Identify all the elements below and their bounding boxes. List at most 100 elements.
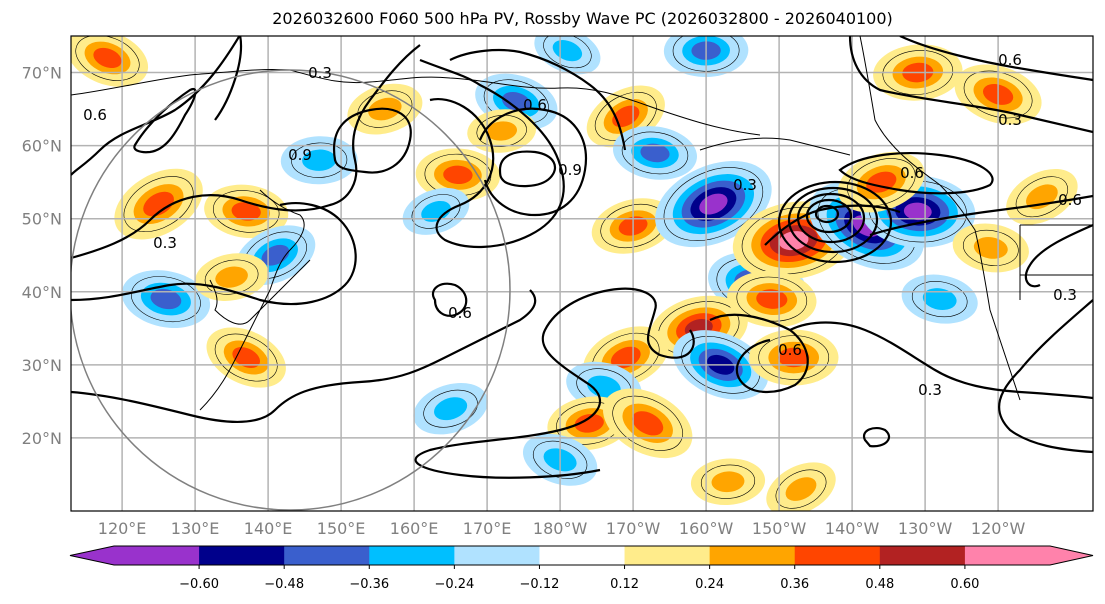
pv-contour-line [838,152,994,195]
pv-contour-line [71,44,421,260]
pv-contour-line [709,313,809,394]
anomaly-level [922,288,957,310]
pv-contour-line [71,202,357,306]
x-tick-label: 180°W [533,519,588,538]
x-tick-label: 120°W [971,519,1026,538]
colorbar-tick-label: −0.60 [179,577,219,592]
colorbar-tick-label: 0.36 [780,577,809,592]
colorbar-segment [369,546,455,565]
contour-label: 0.6 [523,96,547,114]
contour-label: 0.6 [83,106,107,124]
gridlines [71,36,1093,511]
x-tick-label: 170°E [463,519,512,538]
colorbar-segment [199,546,285,565]
anomaly-level [150,289,182,310]
colorbar-tick-label: 0.48 [865,577,894,592]
pv-contour-line [862,426,891,448]
pv-contour-ring [777,180,893,264]
pv-contour-line [478,107,588,217]
anomaly-level [421,200,451,222]
pv-contours [71,36,1093,511]
pv-contour-line [214,36,243,121]
x-tick-label: 160°W [679,519,734,538]
x-tick-label: 170°W [606,519,661,538]
anomaly-level [501,91,531,112]
colorbar-extend-low [70,546,115,565]
contour-label: 0.3 [918,381,942,399]
pv-contour-ring [805,198,853,234]
x-tick-label: 150°W [752,519,807,538]
reference-circle [71,69,511,511]
y-tick-label: 20°N [22,429,62,448]
colorbar-extend-high [1049,546,1093,565]
contour-label: 0.6 [998,51,1022,69]
anomaly-region [206,327,286,388]
anomaly-level [434,397,468,421]
colorbar-tick-label: 0.24 [695,577,724,592]
anomaly-region [837,151,925,213]
pv-contour-ring [796,192,866,244]
colorbar-segment [284,546,370,565]
anomaly-region [591,198,675,254]
coastline [859,36,1021,401]
colorbar-segment [709,546,796,565]
colorbar-tick-label: 0.60 [950,577,979,592]
contour-label: 0.3 [308,64,332,82]
anomaly-region [415,148,501,202]
colorbar-tick-label: −0.12 [520,577,560,592]
pv-contour-line [1024,223,1093,288]
x-tick-label: 120°E [98,519,147,538]
x-tick-label: 130°W [898,519,953,538]
y-axis-ticks: 70°N 60°N 50°N 40°N 30°N 20°N [22,64,62,448]
anomaly-level [215,266,248,288]
contour-label: 0.3 [733,176,757,194]
colorbar-outline [69,545,1094,566]
anomaly-region [603,388,693,459]
anomaly-region [766,462,836,511]
colorbar-segment [794,546,881,565]
pv-contour-line [419,58,565,248]
map-frame [70,35,1094,512]
pv-contour-ring [814,204,840,224]
colorbar-segment [624,546,711,565]
anomaly-region [114,168,203,240]
chart-title: 2026032600 F060 500 hPa PV, Rossby Wave … [272,9,893,28]
anomaly-region [204,184,289,239]
anomaly-level [973,237,1008,259]
x-tick-label: 130°E [171,519,220,538]
y-tick-label: 60°N [22,137,62,156]
anomaly-region [235,225,316,286]
pv-contour-line [449,48,627,151]
anomaly-level [778,347,810,368]
x-tick-label: 150°E [317,519,366,538]
anomaly-level [640,143,670,163]
contour-label: 0.6 [778,341,802,359]
colorbar-segment [964,546,1051,565]
anomaly-region [121,270,211,329]
x-tick-label: 140°E [244,519,293,538]
contour-label: 0.6 [900,164,924,182]
x-axis-ticks: 120°E 130°E 140°E 150°E 160°E 170°E 180°W 170°W… [98,519,1026,538]
anomaly-region [690,458,766,506]
anomaly-level [443,165,473,185]
pv-contour-line [848,36,1093,134]
pv-contour-line [414,287,695,479]
contour-label: 0.9 [288,146,312,164]
colorbar-segment [879,546,966,565]
contour-label: 0.6 [1058,191,1082,209]
coastline [209,259,311,325]
pv-contour-line [431,282,468,317]
colorbar-tick-label: 0.12 [610,577,639,592]
pv-contour-line [789,321,1093,400]
anomaly-level [143,191,174,217]
coastline [199,189,305,411]
pv-contour-line [899,36,1093,82]
y-tick-label: 30°N [22,356,62,375]
contour-label: 0.9 [558,161,582,179]
anomaly-region [901,274,978,324]
pv-contour-line [498,150,557,188]
anomaly-region [748,329,839,386]
pv-contour-line [71,289,537,423]
coastline [699,137,851,156]
